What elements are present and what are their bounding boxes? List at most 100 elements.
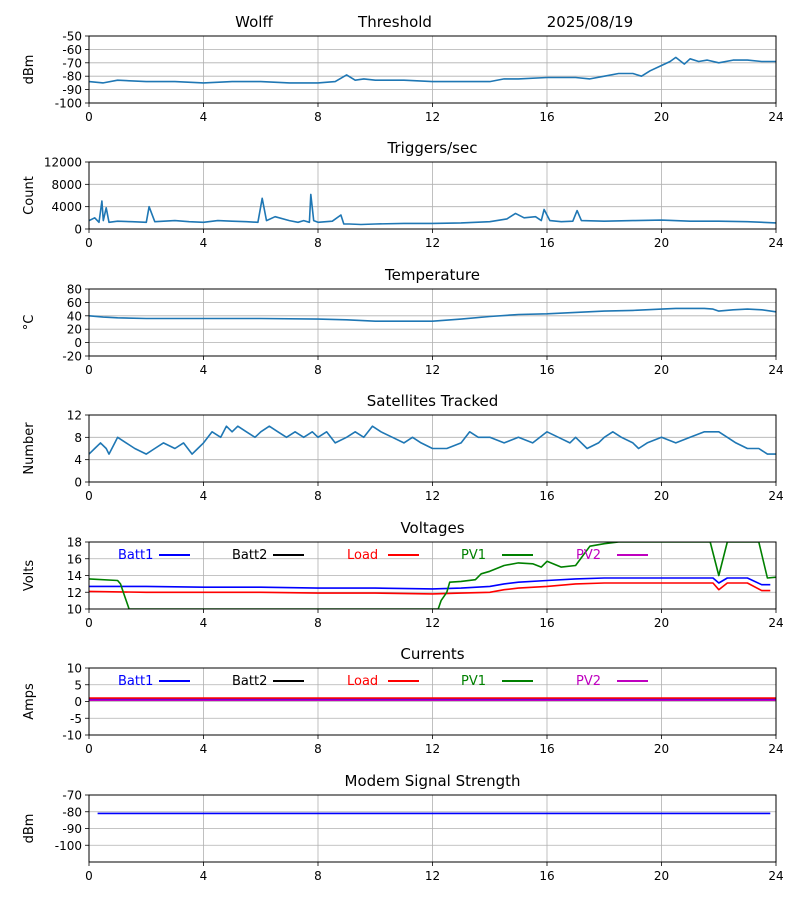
- panel-6-legend-load-label: Load: [347, 674, 378, 689]
- panel-7-xtick-label-4: 4: [200, 869, 208, 883]
- panel-5-xtick-label-4: 4: [200, 616, 208, 630]
- panel-6-ytick-label-5: 5: [74, 678, 82, 692]
- panel-5-legend-pv1-label: PV1: [461, 548, 486, 563]
- panel-2-xtick-label-16: 16: [539, 236, 554, 250]
- panel-3-ytick-label-40: 40: [67, 309, 82, 323]
- panel-3-xtick-label-12: 12: [425, 363, 440, 377]
- panel-5-xtick-label-0: 0: [85, 616, 93, 630]
- panel-3-ytick-label-0: 0: [74, 336, 82, 350]
- header-date: 2025/08/19: [547, 13, 633, 31]
- panel-1-ytick-label--60: -60: [62, 43, 82, 57]
- panel-6-ylabel: Amps: [22, 683, 37, 720]
- panel-4-ytick-label-12: 12: [67, 409, 82, 423]
- panel-6-xtick-label-16: 16: [539, 742, 554, 756]
- panel-2-frame: [88, 161, 777, 230]
- panel-3-xtick-label-24: 24: [768, 363, 783, 377]
- panel-6-xtick-label-12: 12: [425, 742, 440, 756]
- panel-3-xtick-label-20: 20: [654, 363, 669, 377]
- panel-6-ytick-label-0: 0: [74, 695, 82, 709]
- panel-5-ytick-label-18: 18: [67, 536, 82, 550]
- panel-5-load-line: [89, 582, 771, 595]
- panel-5-ytick-label-14: 14: [67, 569, 82, 583]
- panel-7-title: Modem Signal Strength: [345, 772, 521, 790]
- panel-7-ylabel: dBm: [22, 814, 37, 844]
- panel-3-ylabel: °C: [22, 315, 37, 331]
- panel-1-xtick-label-0: 0: [85, 110, 93, 124]
- panel-1-ylabel: dBm: [22, 55, 37, 85]
- panel-5-title: Voltages: [400, 519, 464, 537]
- panel-2-title: Triggers/sec: [387, 139, 478, 157]
- panel-3-xtick-label-0: 0: [85, 363, 93, 377]
- panel-5-xtick-label-16: 16: [539, 616, 554, 630]
- panel-5-legend-load-label: Load: [347, 548, 378, 563]
- panel-5-xtick-label-20: 20: [654, 616, 669, 630]
- panel-6-legend-batt2-label: Batt2: [232, 674, 267, 689]
- panel-2-ytick-label-12000: 12000: [44, 156, 82, 170]
- panel-1-series-1-line: [89, 56, 776, 84]
- panel-2-ytick-label-0: 0: [74, 223, 82, 237]
- panel-7-frame: [88, 794, 777, 863]
- panel-3-xtick-label-8: 8: [314, 363, 322, 377]
- panel-6-ytick-label--10: -10: [62, 729, 82, 743]
- panel-1-ytick-label--80: -80: [62, 70, 82, 84]
- panel-4-xtick-label-0: 0: [85, 489, 93, 503]
- panel-2-xtick-label-0: 0: [85, 236, 93, 250]
- panel-4-series-1-line: [89, 425, 776, 455]
- panel-5-legend-batt1-label: Batt1: [118, 548, 153, 563]
- panel-5-ytick-label-10: 10: [67, 603, 82, 617]
- panel-6-xtick-label-20: 20: [654, 742, 669, 756]
- panel-7-xtick-label-8: 8: [314, 869, 322, 883]
- panel-2-series-1-line: [89, 193, 776, 226]
- panel-2-xtick-label-8: 8: [314, 236, 322, 250]
- panel-2-xtick-label-20: 20: [654, 236, 669, 250]
- panel-2-ylabel: Count: [22, 176, 37, 215]
- panel-4-xtick-label-24: 24: [768, 489, 783, 503]
- panel-4-ytick-label-4: 4: [74, 453, 82, 467]
- panel-5-frame: [88, 541, 777, 610]
- panel-7-xtick-label-16: 16: [539, 869, 554, 883]
- panel-2-ytick-label-8000: 8000: [51, 178, 82, 192]
- panel-1-ytick-label--50: -50: [62, 30, 82, 44]
- panel-7-ytick-label--100: -100: [55, 839, 82, 853]
- panel-2-ytick-label-4000: 4000: [51, 200, 82, 214]
- panel-5-xtick-label-12: 12: [425, 616, 440, 630]
- panel-1-xtick-label-16: 16: [539, 110, 554, 124]
- panel-7-xtick-label-20: 20: [654, 869, 669, 883]
- panel-6-legend-batt1-label: Batt1: [118, 674, 153, 689]
- panel-5-pv1-line: [89, 542, 776, 609]
- panel-3-frame: [88, 288, 777, 357]
- panel-4-xtick-label-16: 16: [539, 489, 554, 503]
- panel-4-xtick-label-12: 12: [425, 489, 440, 503]
- panel-3-ytick-label-80: 80: [67, 283, 82, 297]
- panel-6-xtick-label-24: 24: [768, 742, 783, 756]
- header-station: Wolff: [235, 13, 273, 31]
- panel-7-ytick-label--70: -70: [62, 789, 82, 803]
- header-mode: Threshold: [357, 13, 432, 31]
- panel-1-ytick-label--70: -70: [62, 56, 82, 70]
- panel-1-xtick-label-12: 12: [425, 110, 440, 124]
- panel-4-xtick-label-8: 8: [314, 489, 322, 503]
- panel-6-xtick-label-8: 8: [314, 742, 322, 756]
- panel-7-xtick-label-24: 24: [768, 869, 783, 883]
- panel-1-xtick-label-4: 4: [200, 110, 208, 124]
- panel-6-legend-pv1-label: PV1: [461, 674, 486, 689]
- panel-1-ytick-label--90: -90: [62, 83, 82, 97]
- panel-3-ytick-label-20: 20: [67, 323, 82, 337]
- panel-4-ytick-label-8: 8: [74, 431, 82, 445]
- panel-5-ytick-label-12: 12: [67, 586, 82, 600]
- panel-6-xtick-label-4: 4: [200, 742, 208, 756]
- panel-1-frame: [88, 35, 777, 104]
- panel-5-ylabel: Volts: [22, 560, 37, 592]
- panel-1-xtick-label-8: 8: [314, 110, 322, 124]
- panel-1-xtick-label-24: 24: [768, 110, 783, 124]
- panel-3-ytick-label-60: 60: [67, 296, 82, 310]
- panel-3-xtick-label-16: 16: [539, 363, 554, 377]
- panel-3-ytick-label--20: -20: [62, 350, 82, 364]
- panel-5-batt1-line: [89, 577, 771, 590]
- panel-3-title: Temperature: [384, 266, 480, 284]
- panel-2-xtick-label-12: 12: [425, 236, 440, 250]
- panel-5-ytick-label-16: 16: [67, 552, 82, 566]
- panel-4-title: Satellites Tracked: [367, 392, 498, 410]
